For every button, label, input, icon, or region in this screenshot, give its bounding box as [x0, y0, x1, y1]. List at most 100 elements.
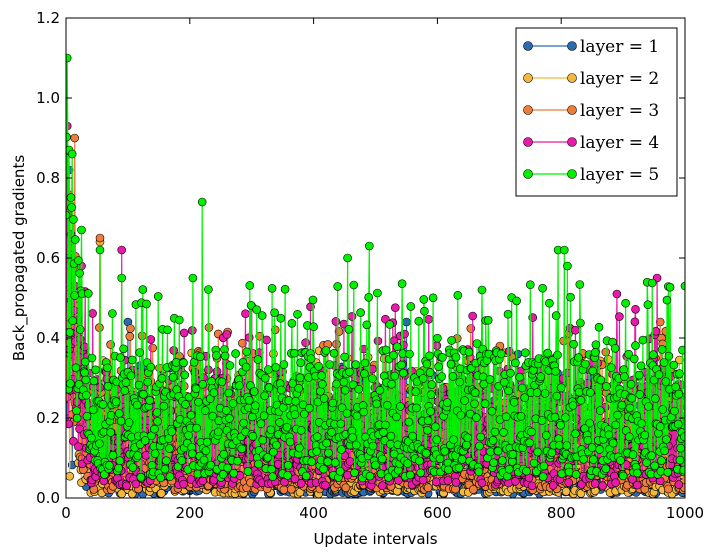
data-point: [431, 477, 441, 487]
data-point: [485, 375, 495, 384]
data-point: [426, 390, 436, 400]
data-point: [647, 451, 656, 460]
data-point: [267, 464, 276, 474]
data-point: [606, 363, 616, 372]
data-point: [98, 400, 108, 409]
data-point: [406, 302, 416, 311]
data-point: [277, 385, 286, 395]
data-point: [423, 416, 433, 426]
data-point: [319, 464, 328, 474]
data-point: [538, 472, 548, 482]
data-point: [631, 341, 640, 350]
data-point: [167, 427, 177, 436]
data-point: [675, 355, 684, 365]
data-point: [525, 280, 535, 290]
data-point: [75, 424, 84, 434]
data-point: [574, 387, 584, 397]
data-point: [71, 363, 81, 373]
data-point: [540, 389, 550, 398]
data-point: [146, 335, 156, 344]
data-point: [457, 455, 467, 464]
data-point: [349, 280, 359, 290]
data-point: [460, 396, 469, 405]
data-point: [499, 428, 508, 437]
data-point: [490, 427, 500, 437]
data-point: [66, 328, 74, 337]
data-point: [571, 429, 580, 439]
data-point: [571, 414, 581, 423]
data-point: [68, 316, 78, 326]
data-point: [351, 360, 361, 369]
data-point: [225, 361, 235, 370]
data-point: [350, 468, 359, 478]
data-point: [657, 456, 666, 465]
data-point: [134, 380, 144, 390]
data-point: [314, 361, 323, 371]
data-point: [402, 317, 411, 327]
data-point: [66, 193, 76, 202]
data-point: [379, 427, 388, 437]
data-point: [517, 383, 527, 393]
data-point: [225, 414, 234, 423]
data-point: [664, 351, 674, 361]
data-point: [133, 451, 143, 460]
data-point: [270, 308, 279, 318]
data-point: [563, 261, 572, 271]
data-point: [552, 391, 562, 401]
data-point: [309, 322, 318, 332]
data-point: [655, 317, 665, 327]
data-point: [616, 456, 625, 465]
data-point: [347, 312, 357, 321]
data-point: [77, 225, 86, 235]
data-point: [477, 478, 487, 488]
data-point: [282, 422, 292, 432]
data-point: [636, 361, 646, 371]
data-point: [433, 333, 442, 343]
data-point: [649, 350, 658, 360]
data-point: [191, 384, 201, 394]
data-point: [556, 420, 565, 430]
data-point: [126, 324, 135, 333]
data-point: [295, 443, 304, 453]
data-point: [665, 282, 675, 292]
data-point: [242, 347, 251, 357]
data-point: [545, 298, 554, 308]
data-point: [527, 427, 536, 437]
data-point: [345, 457, 355, 466]
data-point: [466, 324, 476, 333]
data-point: [204, 285, 213, 294]
data-point: [421, 448, 431, 458]
data-point: [453, 290, 463, 300]
data-point: [414, 316, 424, 326]
data-point: [126, 371, 136, 381]
data-point: [253, 355, 263, 364]
data-point: [319, 394, 329, 403]
data-point: [415, 456, 424, 466]
data-point: [294, 383, 304, 393]
data-point: [428, 293, 438, 303]
data-point: [198, 476, 208, 486]
data-point: [547, 448, 557, 458]
data-point: [66, 379, 75, 388]
data-point: [180, 370, 190, 380]
data-point: [389, 350, 398, 360]
data-point: [377, 454, 387, 464]
data-point: [324, 448, 333, 458]
data-point: [351, 440, 361, 450]
data-point: [362, 320, 372, 330]
data-point: [377, 481, 387, 491]
data-point: [157, 373, 167, 383]
data-point: [480, 399, 490, 409]
data-point: [550, 412, 560, 422]
data-point: [537, 416, 547, 425]
data-point: [114, 463, 123, 473]
data-point: [321, 346, 331, 355]
data-point: [405, 470, 415, 480]
data-point: [177, 456, 187, 465]
data-point: [117, 245, 126, 255]
data-point: [520, 348, 530, 358]
data-point: [638, 335, 648, 345]
data-point: [575, 280, 585, 289]
data-point: [375, 385, 385, 395]
data-point: [222, 330, 232, 339]
